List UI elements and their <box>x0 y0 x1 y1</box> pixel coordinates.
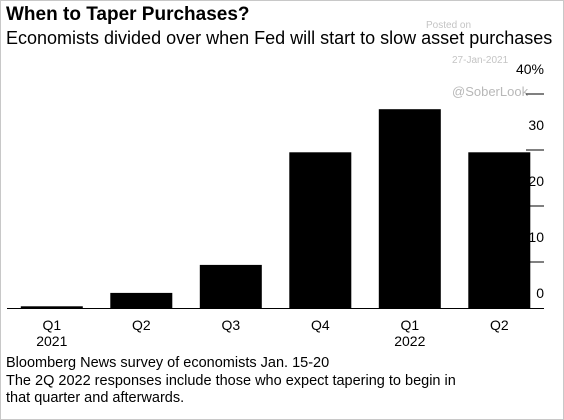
bar-1 <box>20 306 83 308</box>
bar-4 <box>289 152 352 308</box>
watermark-handle: @SoberLook <box>452 84 529 99</box>
bar-5 <box>378 109 441 308</box>
y-tick-label: 0 <box>536 285 544 301</box>
y-axis: 0 10 20 30 40% <box>516 61 544 301</box>
y-tick-label: 20 <box>528 173 544 189</box>
watermark-date: 27-Jan-2021 <box>452 55 509 66</box>
x-tick-label: Q3 <box>221 317 240 333</box>
x-year-label: 2022 <box>394 333 425 349</box>
chart-subtitle: Economists divided over when Fed will st… <box>6 28 553 48</box>
y-tick-label: 30 <box>528 117 544 133</box>
x-year-label: 2021 <box>36 333 67 349</box>
x-tick-label: Q2 <box>132 317 151 333</box>
x-tick-label: Q4 <box>311 317 330 333</box>
chart-title: When to Taper Purchases? <box>6 4 250 25</box>
bar-6 <box>468 152 531 308</box>
watermark-posted: Posted on <box>426 20 472 31</box>
x-tick-label: Q1 <box>42 317 61 333</box>
footnote: The 2Q 2022 responses include those who … <box>6 373 456 406</box>
bar-3 <box>199 264 262 308</box>
bars-group <box>20 109 531 308</box>
x-tick-label: Q2 <box>490 317 509 333</box>
y-tick-label: 10 <box>528 229 544 245</box>
x-tick-label: Q1 <box>400 317 419 333</box>
bar-2 <box>110 292 173 308</box>
source-note: Bloomberg News survey of economists Jan.… <box>6 355 330 371</box>
y-tick-label: 40% <box>516 61 544 77</box>
